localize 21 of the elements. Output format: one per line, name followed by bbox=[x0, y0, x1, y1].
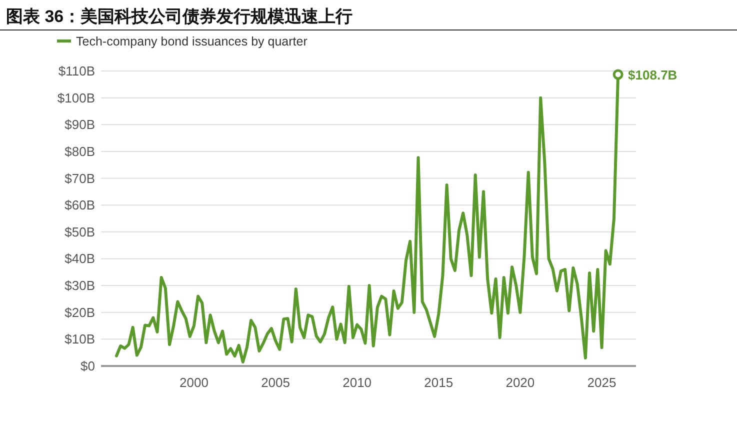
chart-title: 图表 36：美国科技公司债券发行规模迅速上行 bbox=[6, 7, 353, 26]
y-tick-label: $50B bbox=[64, 224, 95, 240]
legend-label: Tech-company bond issuances by quarter bbox=[76, 34, 308, 48]
x-tick-label: 2005 bbox=[261, 375, 290, 390]
y-tick-label: $90B bbox=[64, 117, 95, 132]
x-tick-label: 2025 bbox=[587, 375, 616, 390]
x-tick-label: 2020 bbox=[506, 375, 535, 390]
y-tick-label: $100B bbox=[57, 90, 95, 106]
y-tick-label: $20B bbox=[64, 304, 95, 320]
y-tick-label: $0 bbox=[80, 358, 95, 374]
y-tick-label: $60B bbox=[64, 198, 95, 213]
x-tick-label: 2015 bbox=[424, 375, 454, 390]
x-tick-label: 2010 bbox=[342, 375, 372, 390]
y-tick-label: $30B bbox=[64, 278, 95, 294]
y-tick-label: $110B bbox=[58, 64, 95, 78]
data-label: $108.7B bbox=[628, 67, 678, 82]
y-tick-label: $40B bbox=[64, 251, 95, 266]
y-tick-label: $80B bbox=[64, 144, 95, 159]
y-tick-label: $10B bbox=[64, 332, 95, 347]
y-tick-label: $70B bbox=[64, 170, 95, 186]
x-tick-label: 2000 bbox=[180, 375, 208, 390]
